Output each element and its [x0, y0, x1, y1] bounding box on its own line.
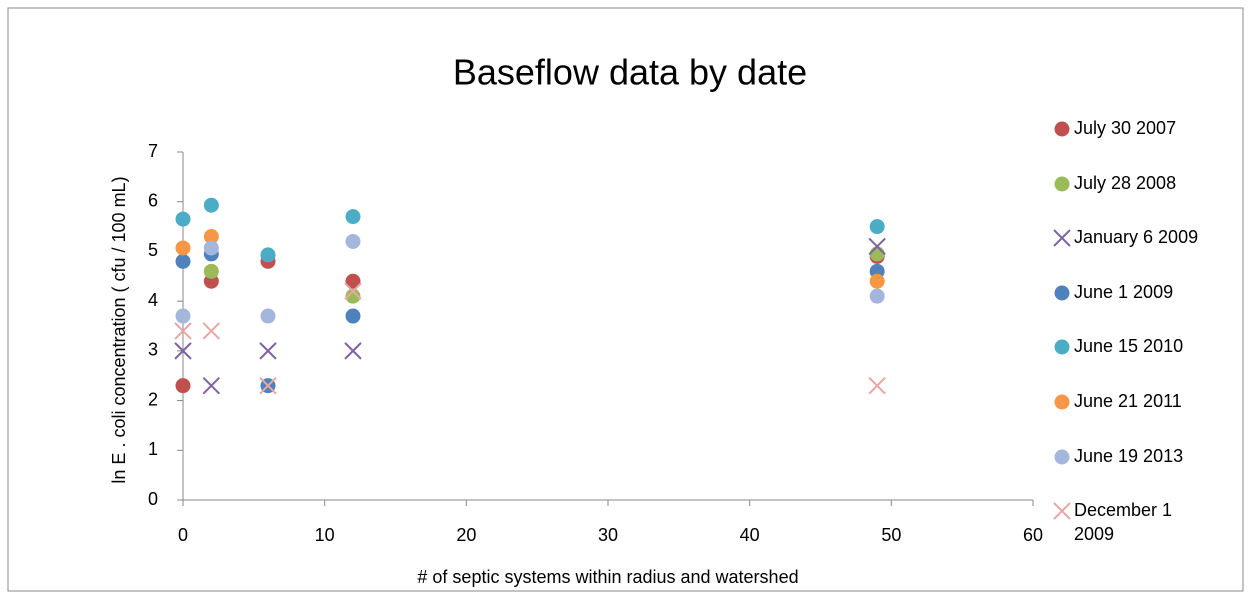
y-tick-label: 1 — [148, 439, 158, 459]
data-point — [259, 376, 277, 395]
data-point — [1054, 449, 1070, 465]
data-point — [175, 240, 191, 256]
x-tick-label: 30 — [598, 525, 618, 545]
legend-marker — [1053, 229, 1071, 247]
data-point — [259, 342, 277, 360]
data-point — [1053, 502, 1071, 520]
legend-label: June 15 2010 — [1074, 336, 1184, 357]
data-point — [174, 322, 192, 340]
data-point — [1054, 285, 1070, 301]
legend-item: June 15 2010 — [1052, 334, 1222, 358]
data-point — [869, 246, 885, 262]
data-point — [175, 253, 191, 269]
data-point — [344, 282, 362, 300]
y-tick-label: 2 — [148, 389, 158, 409]
x-tick-label: 0 — [178, 525, 188, 545]
x-tick-label: 40 — [740, 525, 760, 545]
chart-title: Baseflow data by date — [453, 52, 807, 93]
data-point — [1054, 176, 1070, 192]
legend-label: January 6 2009 — [1074, 227, 1199, 248]
legend-item: June 1 2009 — [1052, 280, 1222, 304]
data-point — [174, 342, 192, 360]
data-point — [203, 197, 219, 213]
y-tick-label: 4 — [148, 290, 158, 310]
data-point — [1053, 229, 1071, 247]
data-point — [869, 219, 885, 235]
data-point — [869, 273, 885, 289]
legend-item: January 6 2009 — [1052, 225, 1222, 249]
legend-item: July 28 2008 — [1052, 171, 1222, 195]
y-tick-label: 7 — [148, 141, 158, 161]
legend-item: June 19 2013 — [1052, 444, 1222, 468]
data-point — [345, 308, 361, 324]
data-point — [1054, 121, 1070, 137]
data-point — [202, 376, 221, 395]
data-point — [175, 308, 191, 324]
y-tick-label: 0 — [148, 489, 158, 509]
legend-marker — [1054, 285, 1070, 301]
x-tick-label: 50 — [881, 525, 901, 545]
x-tick-label: 60 — [1023, 525, 1043, 545]
legend-label: June 21 2011 — [1074, 391, 1182, 411]
x-axis-label: # of septic systems within radius and wa… — [417, 567, 798, 587]
legend-marker — [1054, 394, 1070, 410]
chart-border — [7, 7, 1244, 592]
x-tick-label: 20 — [456, 525, 476, 545]
y-tick-label: 3 — [148, 340, 158, 360]
y-axis-label: ln E . coli concentration ( cfu / 100 mL… — [109, 176, 129, 483]
legend-label: June 19 2013 — [1074, 445, 1184, 466]
legend-item: June 21 2011 — [1052, 389, 1222, 413]
legend-marker — [1054, 339, 1070, 355]
legend-item: December 1 2009 — [1052, 498, 1222, 546]
data-point — [203, 229, 219, 245]
legend-label: July 28 2008 — [1074, 172, 1177, 193]
data-point — [260, 308, 276, 324]
data-point — [175, 211, 191, 227]
y-tick-label: 5 — [148, 240, 158, 260]
data-point — [260, 247, 276, 263]
data-point — [203, 263, 219, 279]
data-point — [1054, 339, 1070, 355]
data-point — [869, 288, 885, 304]
legend-marker — [1054, 176, 1070, 192]
legend-item: July 30 2007 — [1052, 116, 1222, 140]
legend-label: June 1 2009 — [1074, 281, 1174, 302]
data-point — [868, 237, 886, 256]
data-point — [203, 240, 219, 256]
data-point — [202, 322, 221, 340]
legend-label: December 1 2009 — [1074, 500, 1173, 545]
data-point — [868, 376, 886, 395]
data-point — [345, 273, 361, 289]
legend-marker — [1054, 449, 1070, 465]
legend-label: July 30 2007 — [1074, 118, 1177, 138]
data-point — [345, 233, 361, 249]
data-point — [345, 209, 361, 225]
data-point — [1054, 394, 1070, 410]
legend-marker — [1053, 502, 1071, 520]
data-point — [175, 378, 191, 394]
y-tick-label: 6 — [148, 190, 158, 210]
legend-marker — [1054, 121, 1070, 137]
x-tick-label: 10 — [315, 525, 335, 545]
data-point — [344, 342, 362, 360]
data-point — [345, 288, 361, 304]
